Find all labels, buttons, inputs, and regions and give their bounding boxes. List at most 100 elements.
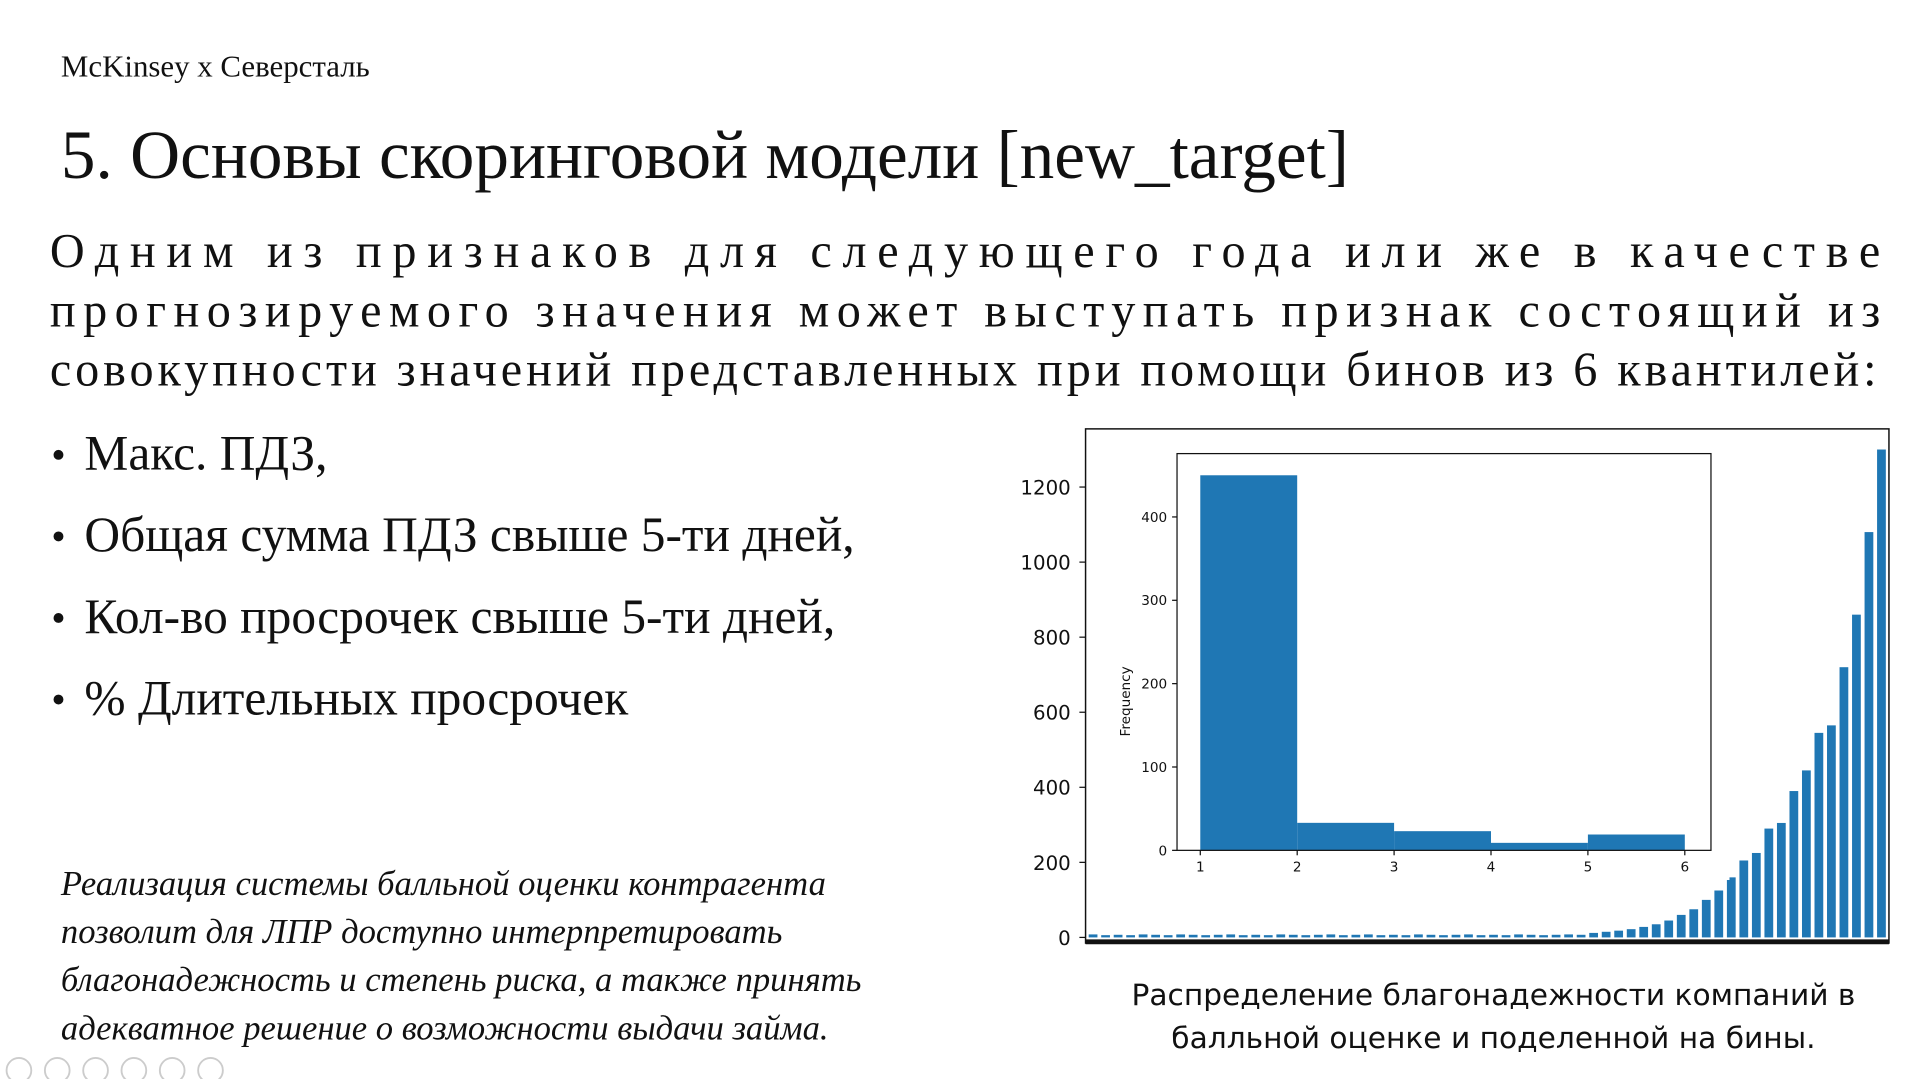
bar [1726, 877, 1736, 938]
x-tick-label: 4 [1487, 859, 1496, 875]
bar [1751, 852, 1761, 938]
control-zoom[interactable] [158, 1057, 186, 1079]
bar [1126, 935, 1135, 938]
chart: 0 100 200 300 400 1 2 3 4 5 6 Frequency [1109, 443, 1730, 881]
histogram-bar [1587, 834, 1685, 851]
y-tick-label: 400 [1033, 777, 1071, 800]
bar [1814, 732, 1824, 938]
control-slides[interactable] [120, 1057, 148, 1079]
bullet-dot [53, 694, 64, 705]
bar [1213, 934, 1223, 938]
bar [1151, 934, 1161, 938]
bar [1451, 934, 1461, 938]
bar [1439, 935, 1448, 938]
bar [1564, 934, 1573, 938]
bar [1489, 934, 1498, 938]
bar [1101, 935, 1110, 938]
control-pen[interactable] [82, 1057, 109, 1079]
bar [1163, 935, 1173, 938]
bar [1589, 932, 1599, 938]
charts: 0 200 400 600 800 1000 1200 0 100 200 300 400 1 2 3 4 5 6… [1020, 428, 1890, 950]
bar [1176, 934, 1186, 938]
bar [1864, 532, 1874, 938]
y-tick-label: 0 [1159, 843, 1168, 859]
bar [1313, 934, 1323, 938]
y-tick-label: 200 [1033, 852, 1071, 875]
title: 5. Основы скоринговой модели [new_target… [61, 116, 1349, 193]
bar [1877, 449, 1886, 938]
histogram-bar [1297, 822, 1395, 851]
bar [1676, 914, 1686, 938]
x-tick-label: 5 [1584, 859, 1593, 875]
bar [1238, 935, 1248, 938]
note: Реализация системы балльной оценки контр… [60, 865, 862, 1048]
x-tick-label: 3 [1390, 859, 1399, 875]
bar [1464, 934, 1473, 938]
plot-frame [1176, 452, 1712, 851]
note-line: Реализация системы балльной оценки контр… [60, 865, 826, 903]
bar [1401, 935, 1411, 938]
x-tick-label: 6 [1680, 859, 1689, 875]
bar [1639, 926, 1649, 938]
x-tick-label: 2 [1293, 859, 1302, 875]
control-next[interactable] [43, 1057, 71, 1079]
note-line: адекватное решение о возможности выдачи … [61, 1009, 829, 1047]
bar [1263, 935, 1273, 938]
bar [1689, 909, 1699, 938]
bullet-dot [53, 531, 64, 542]
bar [1338, 935, 1348, 938]
bullet-text: Общая сумма ПДЗ свыше 5-ти дней, [84, 507, 854, 562]
caption-line: балльной оценке и поделенной на бины. [1171, 1020, 1815, 1055]
y-tick-label: 1200 [1020, 476, 1070, 499]
bar [1276, 934, 1286, 938]
bar [1651, 924, 1661, 938]
bullet-text: Кол-во просрочек свыше 5-ти дней, [84, 589, 835, 644]
bar [1701, 899, 1711, 938]
bar [1614, 930, 1624, 938]
bar [1476, 935, 1486, 938]
histogram-bar [1490, 842, 1588, 851]
y-tick-label: 300 [1141, 593, 1167, 609]
control-more[interactable] [197, 1057, 224, 1079]
bar [1201, 935, 1211, 938]
bar [1601, 931, 1611, 938]
bullet-text: Макс. ПДЗ, [84, 426, 327, 481]
y-tick-label: 800 [1033, 627, 1071, 650]
bar [1626, 929, 1636, 938]
bar [1789, 791, 1799, 938]
control-prev[interactable] [5, 1057, 33, 1079]
bar [1226, 934, 1236, 938]
bar [1426, 934, 1436, 938]
bar [1576, 934, 1586, 938]
y-tick-label: 400 [1141, 510, 1167, 526]
bar [1088, 934, 1098, 938]
bar [1113, 934, 1123, 938]
y-tick-label: 600 [1033, 702, 1071, 725]
note-line: позволит для ЛПР доступно интерпретирова… [61, 913, 782, 951]
bar [1138, 934, 1148, 938]
slide-controls [5, 1057, 224, 1079]
bullet-dot [53, 613, 64, 623]
bar [1288, 934, 1298, 938]
y-tick-label: 1000 [1020, 552, 1070, 575]
y-tick-label: 100 [1141, 760, 1167, 776]
bar [1764, 828, 1774, 938]
bullet-list: Макс. ПДЗ, Общая сумма ПДЗ свыше 5-ти дне… [53, 426, 855, 725]
bar [1301, 935, 1311, 938]
bar [1376, 935, 1386, 938]
bar [1501, 935, 1511, 938]
bar [1852, 614, 1861, 938]
note-line: благонадежность и степень риска, а также… [61, 961, 862, 999]
bar [1827, 725, 1836, 938]
bar [1714, 890, 1724, 938]
histogram-bar [1394, 831, 1491, 851]
bar [1389, 934, 1398, 938]
y-tick-label: 0 [1058, 927, 1071, 950]
bar [1514, 934, 1523, 938]
bar [1539, 935, 1548, 938]
bullet-text: % Длительных просрочек [84, 670, 629, 725]
histogram-bar [1200, 475, 1298, 851]
bar [1839, 667, 1849, 938]
bar [1363, 934, 1373, 938]
